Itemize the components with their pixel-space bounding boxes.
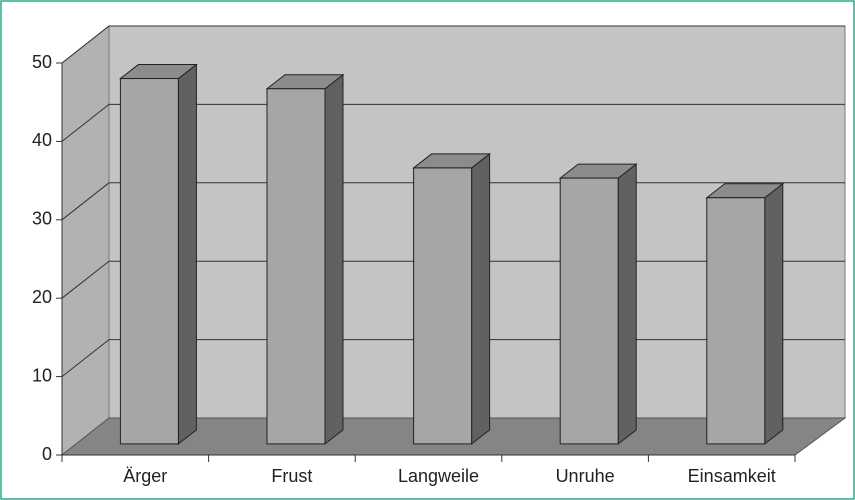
grid-line (61, 25, 845, 64)
bar-side (177, 63, 197, 445)
bar-side (471, 152, 491, 445)
x-tick-label: Langweile (398, 466, 479, 486)
y-tick-label: 0 (42, 444, 52, 464)
bar (706, 197, 766, 445)
x-tick-label: Einsamkeit (688, 466, 776, 486)
side-wall (61, 24, 110, 457)
x-tick-label: Frust (271, 466, 312, 486)
y-tick-label: 20 (32, 287, 52, 307)
bar (559, 177, 619, 445)
bar-side (324, 73, 344, 445)
y-tick-label: 40 (32, 130, 52, 150)
bar (413, 167, 473, 445)
bar (119, 78, 179, 445)
y-tick-label: 50 (32, 52, 52, 72)
y-tick-label: 10 (32, 365, 52, 385)
bar (266, 88, 326, 445)
x-tick-label: Ärger (123, 466, 167, 486)
grid-line (61, 103, 845, 142)
bar-side (764, 182, 784, 445)
x-tick-label: Unruhe (556, 466, 615, 486)
bar-side (617, 163, 637, 445)
y-tick-label: 30 (32, 209, 52, 229)
